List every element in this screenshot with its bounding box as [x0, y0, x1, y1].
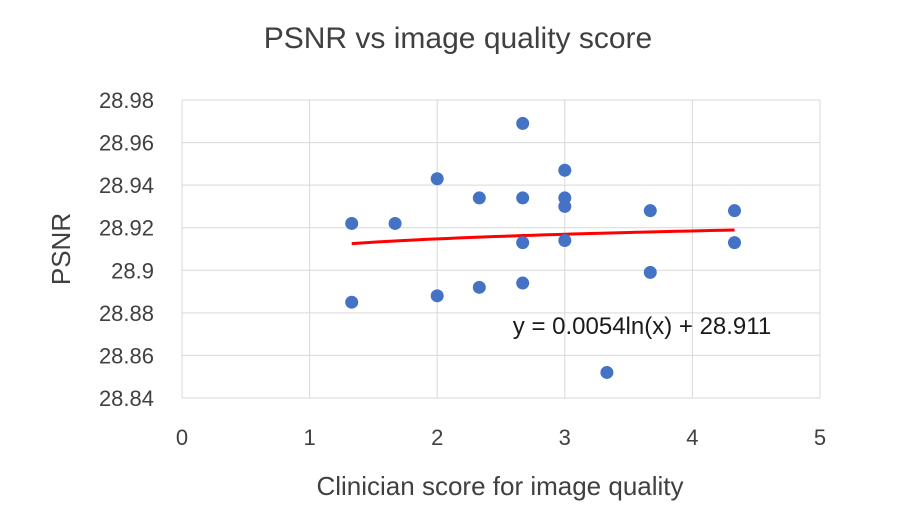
data-point [516, 236, 530, 250]
data-point [728, 236, 742, 250]
x-tick-label: 5 [814, 425, 826, 450]
data-point [516, 276, 530, 290]
data-point [345, 295, 359, 309]
y-tick-label: 28.96 [99, 131, 154, 156]
chart-title: PSNR vs image quality score [264, 22, 652, 55]
data-point [600, 365, 614, 379]
grid-lines [181, 99, 821, 399]
data-point [643, 204, 657, 218]
y-tick-label: 28.92 [99, 216, 154, 241]
data-point [558, 233, 572, 247]
y-tick-label: 28.86 [99, 343, 154, 368]
x-axis-label: Clinician score for image quality [316, 471, 683, 501]
x-tick-label: 2 [431, 425, 443, 450]
data-point [388, 216, 402, 230]
data-point [516, 116, 530, 130]
y-tick-label: 28.84 [99, 386, 154, 411]
data-point [472, 280, 486, 294]
data-points [345, 116, 742, 379]
data-point [345, 216, 359, 230]
y-axis-label: PSNR [46, 213, 76, 285]
x-tick-label: 4 [686, 425, 698, 450]
y-tick-label: 28.9 [111, 258, 154, 283]
x-tick-label: 3 [559, 425, 571, 450]
trendline-group [351, 228, 735, 246]
data-point [472, 191, 486, 205]
trendline [351, 228, 735, 246]
y-tick-label: 28.88 [99, 301, 154, 326]
data-point [430, 172, 444, 186]
trendline-equation: y = 0.0054ln(x) + 28.911 [513, 313, 771, 340]
data-point [558, 163, 572, 177]
y-tick-labels: 28.84 28.86 28.88 28.9 28.92 28.94 28.96 28.98 [99, 88, 154, 411]
y-tick-label: 28.94 [99, 173, 154, 198]
data-point [516, 191, 530, 205]
data-point [430, 289, 444, 303]
x-tick-label: 1 [303, 425, 315, 450]
y-tick-label: 28.98 [99, 88, 154, 113]
data-point [728, 204, 742, 218]
x-tick-label: 0 [176, 425, 188, 450]
data-point [558, 199, 572, 213]
x-tick-labels: 0 1 2 3 4 5 [176, 425, 826, 450]
data-point [643, 265, 657, 279]
